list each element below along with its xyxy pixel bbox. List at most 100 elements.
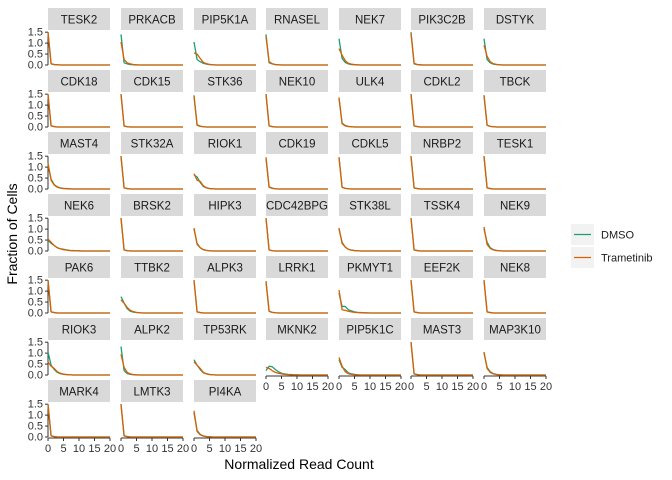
facet-strip-label: NEK6 xyxy=(64,201,94,213)
x-tick-label: 10 xyxy=(364,381,376,393)
facet-strip xyxy=(339,194,401,216)
x-tick-label: 0 xyxy=(191,443,197,455)
x-tick-label: 15 xyxy=(451,381,463,393)
facet-strip-label: ALPK2 xyxy=(134,325,170,337)
facet-strip xyxy=(411,70,473,92)
y-tick-label: 0.0 xyxy=(28,60,43,72)
facet-panel-pip5k1c: PIP5K1C 0 5 10 15 20 xyxy=(336,318,407,393)
x-tick-label: 15 xyxy=(88,443,100,455)
facet-strip xyxy=(266,8,328,30)
facet-strip xyxy=(48,70,110,92)
facet-panel-riok1: RIOK1 xyxy=(193,132,256,190)
facet-panel-dstyk: DSTYK xyxy=(483,8,546,66)
series-line-trametinib xyxy=(47,32,110,66)
facet-panel-nek8: NEK8 xyxy=(483,256,546,314)
y-tick-label: 1.0 xyxy=(28,162,43,174)
facet-strip xyxy=(48,8,110,30)
facet-strip xyxy=(484,256,546,278)
facet-strip-label: MARK4 xyxy=(59,387,99,399)
facet-panel-nek7: NEK7 xyxy=(338,8,401,66)
facet-panel-nrbp2: NRBP2 xyxy=(410,132,473,190)
facet-strip xyxy=(411,256,473,278)
facet-panel-cdkl2: CDKL2 xyxy=(410,70,473,128)
facet-panel-cdkl5: CDKL5 xyxy=(338,132,401,190)
legend-label: Trametinib xyxy=(601,253,653,265)
facet-panel-cdk15: CDK15 xyxy=(120,70,183,128)
facet-strip-label: CDKL2 xyxy=(423,77,460,89)
facet-panel-lrrk1: LRRK1 xyxy=(265,256,328,314)
y-tick-label: 1.5 xyxy=(28,89,43,101)
series-line-trametinib xyxy=(483,95,546,128)
facet-panel-pi4ka: PI4KA 0 5 10 15 20 xyxy=(191,380,262,455)
facet-strip-label: ULK4 xyxy=(356,77,385,89)
y-tick-label: 1.0 xyxy=(28,224,43,236)
facet-panel-tesk2: TESK2 0.00.51.01.5 xyxy=(28,8,110,72)
x-tick-label: 10 xyxy=(509,381,521,393)
series-line-trametinib xyxy=(120,156,183,190)
facet-strip xyxy=(121,8,183,30)
series-line-trametinib xyxy=(193,173,256,190)
facet-strip xyxy=(411,132,473,154)
series-line-trametinib xyxy=(410,33,473,66)
series-line-trametinib xyxy=(483,280,546,314)
legend-label: DMSO xyxy=(601,230,634,242)
series-line-trametinib xyxy=(483,351,546,376)
facet-panel-nek10: NEK10 xyxy=(265,70,328,128)
y-tick-label: 1.0 xyxy=(28,348,43,360)
x-tick-label: 20 xyxy=(322,381,334,393)
y-tick-label: 0.5 xyxy=(28,235,43,247)
x-tick-label: 5 xyxy=(278,381,284,393)
series-line-trametinib xyxy=(47,280,110,314)
facet-strip xyxy=(484,132,546,154)
y-tick-label: 1.5 xyxy=(28,151,43,163)
y-tick-label: 0.0 xyxy=(28,308,43,320)
facet-strip-label: EEF2K xyxy=(424,263,461,275)
facet-strip xyxy=(411,318,473,340)
facet-panel-pak6: PAK6 0.00.51.01.5 xyxy=(28,256,110,320)
x-tick-label: 10 xyxy=(436,381,448,393)
facet-strip xyxy=(411,8,473,30)
y-tick-label: 1.5 xyxy=(28,275,43,287)
facet-strip xyxy=(266,132,328,154)
y-tick-label: 0.5 xyxy=(28,173,43,185)
facet-strip xyxy=(194,318,256,340)
series-line-trametinib xyxy=(120,404,183,438)
facet-strip-label: CDKL5 xyxy=(351,139,388,151)
y-tick-label: 0.5 xyxy=(28,297,43,309)
series-line-trametinib xyxy=(193,280,256,314)
facet-strip-label: LMTK3 xyxy=(133,387,170,399)
facet-strip-label: RIOK1 xyxy=(208,139,243,151)
series-line-trametinib xyxy=(193,410,256,438)
facet-strip-label: TSSK4 xyxy=(424,201,461,213)
facet-strip xyxy=(48,256,110,278)
facet-panel-tssk4: TSSK4 xyxy=(410,194,473,252)
legend: DMSO Trametinib xyxy=(571,224,653,268)
facet-strip xyxy=(48,132,110,154)
facet-strip xyxy=(339,318,401,340)
facet-strip xyxy=(121,132,183,154)
x-tick-label: 15 xyxy=(234,443,246,455)
y-tick-label: 0.5 xyxy=(28,421,43,433)
series-line-trametinib xyxy=(265,218,328,252)
facet-panel-prkacb: PRKACB xyxy=(120,8,183,66)
x-tick-label: 0 xyxy=(45,443,51,455)
facet-strip xyxy=(266,194,328,216)
series-line-trametinib xyxy=(47,238,110,252)
x-tick-label: 5 xyxy=(423,381,429,393)
facet-panel-pik3c2b: PIK3C2B xyxy=(410,8,473,66)
series-line-trametinib xyxy=(47,94,110,128)
y-axis-title: Fraction of Cells xyxy=(4,183,20,284)
facet-panel-lmtk3: LMTK3 0 5 10 15 20 xyxy=(118,380,189,455)
facet-panel-stk32a: STK32A xyxy=(120,132,183,190)
facet-panel-stk36: STK36 xyxy=(193,70,256,128)
facet-strip-label: PRKACB xyxy=(128,15,176,27)
x-tick-label: 20 xyxy=(177,443,189,455)
facet-panel-stk38l: STK38L xyxy=(338,194,401,252)
facet-strip xyxy=(484,194,546,216)
facet-strip xyxy=(339,132,401,154)
x-tick-label: 20 xyxy=(467,381,479,393)
facet-strip-label: RNASEL xyxy=(274,15,321,27)
series-line-trametinib xyxy=(338,357,401,376)
x-tick-label: 5 xyxy=(496,381,502,393)
